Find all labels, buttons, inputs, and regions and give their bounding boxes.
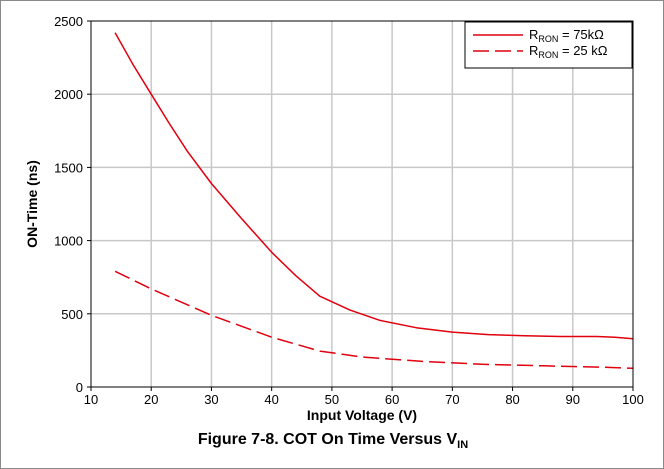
y-tick-label: 0 [76, 380, 83, 395]
legend-box [464, 21, 633, 69]
x-tick-label: 90 [566, 392, 580, 407]
x-tick-label: 60 [385, 392, 399, 407]
x-tick-label: 10 [84, 392, 98, 407]
x-tick-label: 80 [505, 392, 519, 407]
chart: 10 20 30 40 50 60 70 80 90 100 0 500 1000 1500 2000 25… [24, 14, 644, 423]
series-line-dashed [114, 270, 634, 370]
x-tick-label: 30 [204, 392, 218, 407]
plot-border [90, 20, 634, 388]
y-tick-label: 1000 [54, 234, 83, 249]
x-tick-label: 70 [445, 392, 459, 407]
y-tick-label: 1500 [54, 160, 83, 175]
y-axis-ticks: 0 500 1000 1500 2000 2500 [54, 14, 91, 395]
plot-area [91, 21, 633, 387]
y-axis-title: ON-Time (ns) [24, 160, 40, 248]
x-tick-label: 20 [144, 392, 158, 407]
y-tick-label: 2500 [54, 14, 83, 29]
series-line-solid [114, 32, 634, 340]
x-tick-label: 100 [622, 392, 644, 407]
figure-caption: Figure 7-8. COT On Time Versus VIN [1, 431, 664, 451]
caption-subscript: IN [457, 439, 469, 452]
x-tick-label: 50 [325, 392, 339, 407]
caption-text: Figure 7-8. COT On Time Versus V [197, 431, 458, 448]
y-tick-label: 500 [61, 307, 83, 322]
series-lines [114, 32, 634, 370]
legend-label: RRON = 25 kΩ [529, 43, 608, 60]
x-tick-label: 40 [264, 392, 278, 407]
x-axis-title: Input Voltage (V) [307, 407, 417, 423]
legend-label: RRON = 75kΩ [529, 27, 604, 44]
y-tick-label: 2000 [54, 87, 83, 102]
x-axis-ticks: 10 20 30 40 50 60 70 80 90 100 [84, 387, 644, 407]
